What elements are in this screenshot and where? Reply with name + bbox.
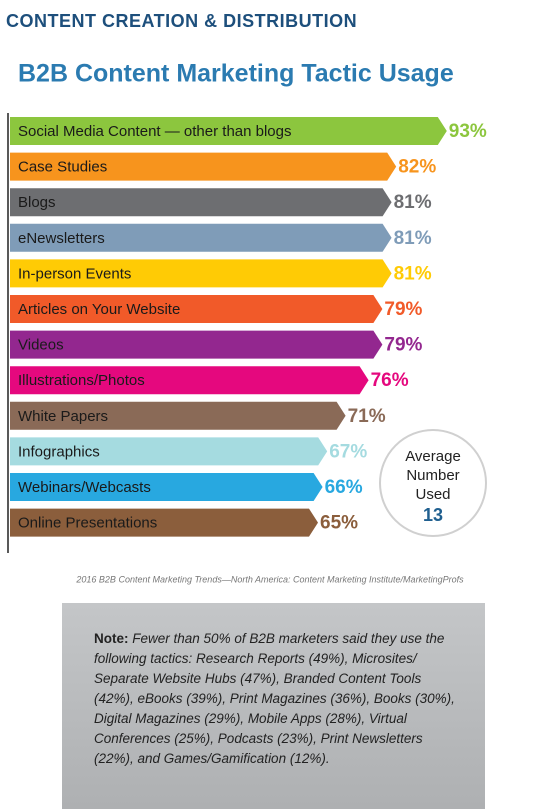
bar	[10, 401, 346, 430]
value-label: 65%	[320, 513, 358, 534]
average-value: 13	[423, 505, 443, 525]
category-label: Blogs	[18, 194, 56, 211]
value-label: 71%	[348, 406, 386, 427]
category-label: Webinars/Webcasts	[18, 479, 151, 496]
category-label: White Papers	[18, 408, 108, 425]
note-text: Fewer than 50% of B2B marketers said the…	[94, 631, 455, 766]
value-label: 79%	[384, 299, 422, 320]
chart-title: B2B Content Marketing Tactic Usage	[18, 60, 454, 88]
bar	[10, 330, 383, 359]
value-label: 67%	[329, 441, 367, 462]
bar	[10, 188, 392, 217]
average-circle	[379, 429, 487, 537]
note-label: Note:	[94, 631, 129, 646]
value-label: 79%	[384, 335, 422, 356]
average-label: Used	[415, 486, 450, 503]
value-label: 93%	[449, 121, 487, 142]
value-label: 81%	[394, 263, 432, 284]
value-label: 81%	[394, 192, 432, 213]
bar	[10, 223, 392, 252]
bar	[10, 437, 328, 466]
category-label: Online Presentations	[18, 515, 157, 532]
note: Note: Fewer than 50% of B2B marketers sa…	[62, 603, 485, 809]
category-label: Case Studies	[18, 159, 107, 176]
bar	[10, 117, 447, 145]
category-label: Videos	[18, 337, 64, 354]
bar	[10, 295, 383, 323]
value-label: 81%	[394, 228, 432, 249]
bar	[10, 259, 392, 288]
category-label: eNewsletters	[18, 230, 105, 247]
category-label: Illustrations/Photos	[18, 372, 145, 389]
category-label: Articles on Your Website	[18, 301, 180, 318]
category-label: In-person Events	[18, 265, 131, 282]
category-label: Social Media Content — other than blogs	[18, 123, 292, 140]
bar	[10, 508, 318, 537]
average-label: Number	[406, 467, 459, 484]
bar	[10, 473, 323, 501]
category-label: Infographics	[18, 443, 100, 460]
value-label: 82%	[398, 157, 436, 178]
bar	[10, 366, 369, 395]
chart: CONTENT CREATION & DISTRIBUTION B2B Cont…	[6, 11, 487, 584]
value-label: 76%	[371, 370, 409, 391]
value-label: 66%	[325, 477, 363, 498]
header: CONTENT CREATION & DISTRIBUTION	[6, 11, 357, 31]
bar	[10, 152, 397, 181]
source: 2016 B2B Content Marketing Trends—North …	[75, 574, 464, 584]
average-label: Average	[405, 448, 461, 465]
